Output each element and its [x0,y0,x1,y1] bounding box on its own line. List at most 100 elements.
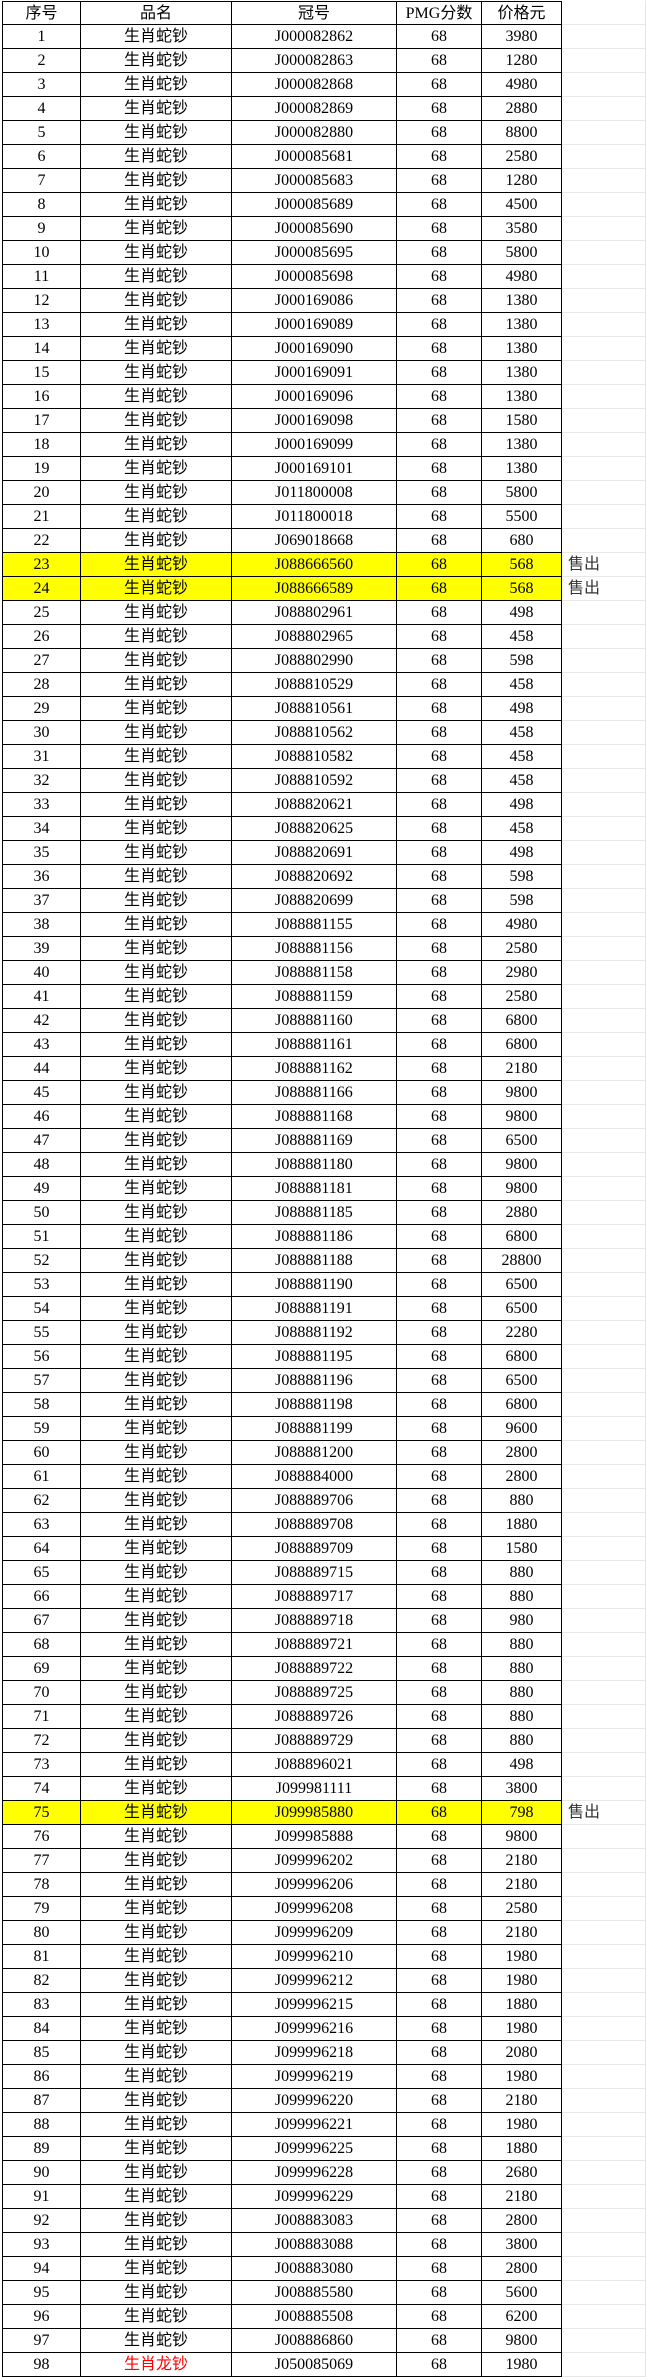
cell-score[interactable]: 68 [397,865,482,889]
cell-no[interactable]: 48 [2,1153,81,1177]
cell-price[interactable]: 2800 [482,2257,562,2281]
cell-name[interactable]: 生肖蛇钞 [81,1417,232,1441]
cell-score[interactable]: 68 [397,625,482,649]
cell-no[interactable]: 92 [2,2209,81,2233]
cell-name[interactable]: 生肖蛇钞 [81,1753,232,1777]
header-cell-price[interactable]: 价格元 [482,1,562,25]
cell-no[interactable]: 87 [2,2089,81,2113]
cell-name[interactable]: 生肖蛇钞 [81,1681,232,1705]
cell-serial[interactable]: J008885580 [232,2281,397,2305]
cell-serial[interactable]: J088810529 [232,673,397,697]
cell-name[interactable]: 生肖蛇钞 [81,409,232,433]
cell-name[interactable]: 生肖蛇钞 [81,937,232,961]
cell-price[interactable]: 1880 [482,2137,562,2161]
cell-serial[interactable]: J088810582 [232,745,397,769]
cell-score[interactable]: 68 [397,793,482,817]
cell-price[interactable]: 798 [482,1801,562,1825]
cell-no[interactable]: 45 [2,1081,81,1105]
cell-no[interactable]: 36 [2,865,81,889]
cell-name[interactable]: 生肖蛇钞 [81,289,232,313]
cell-price[interactable]: 880 [482,1729,562,1753]
cell-name[interactable]: 生肖蛇钞 [81,25,232,49]
cell-name[interactable]: 生肖蛇钞 [81,1129,232,1153]
cell-price[interactable]: 2800 [482,1465,562,1489]
cell-serial[interactable]: J088802961 [232,601,397,625]
cell-serial[interactable]: J088881190 [232,1273,397,1297]
cell-name[interactable]: 生肖蛇钞 [81,2209,232,2233]
cell-no[interactable]: 1 [2,25,81,49]
cell-score[interactable]: 68 [397,913,482,937]
cell-score[interactable]: 68 [397,169,482,193]
cell-name[interactable]: 生肖蛇钞 [81,697,232,721]
cell-name[interactable]: 生肖蛇钞 [81,433,232,457]
cell-name[interactable]: 生肖蛇钞 [81,865,232,889]
cell-price[interactable]: 880 [482,1561,562,1585]
cell-name[interactable]: 生肖蛇钞 [81,1393,232,1417]
cell-name[interactable]: 生肖蛇钞 [81,793,232,817]
cell-serial[interactable]: J000085683 [232,169,397,193]
cell-serial[interactable]: J099996220 [232,2089,397,2113]
cell-no[interactable]: 24 [2,577,81,601]
cell-serial[interactable]: J088889717 [232,1585,397,1609]
cell-name[interactable]: 生肖蛇钞 [81,385,232,409]
cell-name[interactable]: 生肖蛇钞 [81,1345,232,1369]
cell-score[interactable]: 68 [397,1369,482,1393]
cell-score[interactable]: 68 [397,2305,482,2329]
cell-serial[interactable]: J088889722 [232,1657,397,1681]
cell-no[interactable]: 20 [2,481,81,505]
cell-no[interactable]: 86 [2,2065,81,2089]
cell-name[interactable]: 生肖蛇钞 [81,2329,232,2353]
header-cell-score[interactable]: PMG分数 [397,1,482,25]
cell-no[interactable]: 47 [2,1129,81,1153]
cell-price[interactable]: 3580 [482,217,562,241]
cell-no[interactable]: 40 [2,961,81,985]
cell-serial[interactable]: J099996210 [232,1945,397,1969]
cell-name[interactable]: 生肖蛇钞 [81,625,232,649]
cell-score[interactable]: 68 [397,1921,482,1945]
cell-score[interactable]: 68 [397,1081,482,1105]
cell-price[interactable]: 458 [482,817,562,841]
cell-name[interactable]: 生肖蛇钞 [81,2137,232,2161]
cell-serial[interactable]: J088889709 [232,1537,397,1561]
cell-price[interactable]: 1980 [482,2065,562,2089]
cell-score[interactable]: 68 [397,577,482,601]
cell-price[interactable]: 498 [482,841,562,865]
cell-serial[interactable]: J088889729 [232,1729,397,1753]
cell-score[interactable]: 68 [397,2185,482,2209]
header-cell-name[interactable]: 品名 [81,1,232,25]
cell-name[interactable]: 生肖蛇钞 [81,361,232,385]
cell-price[interactable]: 1980 [482,2017,562,2041]
cell-price[interactable]: 28800 [482,1249,562,1273]
cell-name[interactable]: 生肖蛇钞 [81,2185,232,2209]
cell-no[interactable]: 39 [2,937,81,961]
cell-price[interactable]: 568 [482,553,562,577]
cell-no[interactable]: 34 [2,817,81,841]
cell-score[interactable]: 68 [397,841,482,865]
cell-serial[interactable]: J099996206 [232,1873,397,1897]
cell-score[interactable]: 68 [397,265,482,289]
cell-serial[interactable]: J088810561 [232,697,397,721]
cell-serial[interactable]: J099996212 [232,1969,397,1993]
cell-no[interactable]: 70 [2,1681,81,1705]
cell-serial[interactable]: J000085681 [232,145,397,169]
cell-price[interactable]: 4980 [482,73,562,97]
cell-name[interactable]: 生肖蛇钞 [81,1513,232,1537]
cell-price[interactable]: 880 [482,1657,562,1681]
cell-score[interactable]: 68 [397,2233,482,2257]
cell-serial[interactable]: J088802990 [232,649,397,673]
cell-price[interactable]: 880 [482,1585,562,1609]
cell-no[interactable]: 62 [2,1489,81,1513]
cell-serial[interactable]: J088881160 [232,1009,397,1033]
cell-price[interactable]: 2180 [482,2185,562,2209]
cell-price[interactable]: 2980 [482,961,562,985]
cell-price[interactable]: 9800 [482,1081,562,1105]
cell-name[interactable]: 生肖蛇钞 [81,2161,232,2185]
cell-score[interactable]: 68 [397,1033,482,1057]
cell-no[interactable]: 18 [2,433,81,457]
cell-name[interactable]: 生肖蛇钞 [81,1825,232,1849]
cell-name[interactable]: 生肖蛇钞 [81,601,232,625]
cell-name[interactable]: 生肖蛇钞 [81,193,232,217]
cell-no[interactable]: 38 [2,913,81,937]
cell-name[interactable]: 生肖蛇钞 [81,1177,232,1201]
cell-serial[interactable]: J099996219 [232,2065,397,2089]
